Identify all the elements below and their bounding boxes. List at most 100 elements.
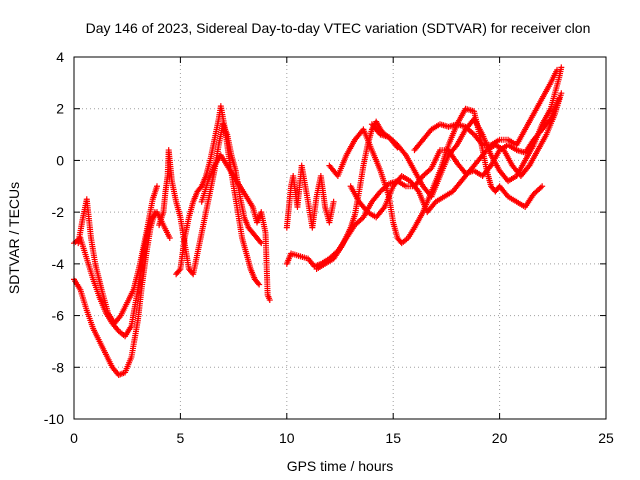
data-point-trail [506, 194, 518, 204]
data-point-trail [258, 211, 269, 234]
data-point-trail [523, 192, 536, 209]
data-point-trail [506, 137, 518, 147]
data-point-trail [459, 169, 472, 183]
data-point-trail [143, 198, 156, 234]
data-point-trail [91, 327, 102, 343]
y-axis-label: SDTVAR / TECUs [6, 182, 22, 294]
data-point-trail [122, 355, 134, 374]
data-point-trail [387, 135, 400, 147]
data-point-trail [356, 164, 367, 193]
data-point-trail [519, 164, 532, 178]
data-point-trail [439, 147, 450, 154]
data-point-trail [523, 112, 536, 131]
data-point-trail [169, 180, 179, 203]
data-point-trail [110, 321, 121, 333]
data-point-trail [506, 173, 518, 184]
data-point [539, 183, 546, 190]
data-point-trail [339, 226, 353, 247]
data-point-trail [190, 190, 200, 204]
data-point-trail [374, 120, 383, 131]
data-point-trail [84, 309, 96, 330]
data-point-trail [412, 169, 426, 188]
data-point-trail [540, 107, 553, 126]
data-point-trail [472, 133, 485, 147]
data-point-trail [92, 262, 105, 291]
data-point-trail [395, 143, 408, 157]
data-point-trail [535, 133, 549, 152]
data-point-trail [123, 324, 134, 338]
data-point-trail [498, 136, 509, 143]
data-point-trail [434, 194, 446, 204]
data-point-trail [239, 236, 249, 255]
data-point-trail [262, 231, 271, 296]
data-point-trail [429, 174, 443, 198]
data-point-trail [313, 261, 323, 269]
data-point-trail [323, 256, 335, 266]
data-point-trail [425, 200, 438, 214]
y-tick-label: 2 [56, 101, 64, 117]
data-point-trail [405, 183, 416, 190]
data-point [330, 198, 337, 205]
data-point-trail [235, 211, 245, 239]
y-tick-label: 4 [56, 49, 64, 65]
series-arc-5 [173, 103, 263, 288]
data-point-trail [454, 107, 468, 126]
data-point-trail [131, 262, 143, 291]
data-point-trail [531, 97, 545, 116]
series-arc-3 [75, 183, 160, 327]
data-point-trail [442, 189, 455, 199]
data-point-trail [238, 185, 249, 198]
data-point-trail [463, 125, 476, 137]
data-point-trail [395, 236, 404, 245]
data-point [166, 235, 173, 241]
data-point-trail [370, 189, 383, 204]
x-tick-label: 5 [177, 430, 185, 446]
data-point-trail [177, 237, 188, 270]
data-point-trail [78, 288, 90, 312]
data-point-trail [406, 226, 417, 240]
data-point-trail [378, 169, 392, 198]
data-point [554, 66, 561, 73]
data-point-trail [160, 190, 169, 214]
data-point-trail [299, 164, 311, 203]
data-point-trail [429, 148, 443, 170]
data-point-trail [117, 370, 127, 378]
data-point-trail [218, 153, 230, 167]
data-point-trail [527, 148, 540, 167]
series-arc-1 [71, 209, 173, 340]
data-point-trail [252, 277, 262, 287]
data-point-trail [118, 301, 130, 317]
data-point-trail [357, 200, 370, 214]
data-point-trail [103, 353, 115, 369]
data-point-trail [174, 267, 183, 276]
data-point-trail [476, 148, 489, 162]
data-point-trail [315, 261, 327, 271]
data-point-trail [248, 267, 258, 281]
data-point-trail [135, 247, 147, 291]
data-point [558, 64, 565, 71]
x-tick-label: 25 [598, 430, 614, 446]
data-point-trail [514, 128, 528, 147]
data-point-trail [225, 164, 236, 178]
data-point-trail [125, 288, 136, 304]
data-point-trail [318, 175, 328, 208]
data-point-trail [250, 231, 259, 240]
data-point-trail [552, 92, 564, 115]
data-point-trail [186, 200, 196, 219]
data-point-trail [88, 237, 98, 265]
data-point-trail [128, 288, 141, 327]
data-point-trail [309, 195, 320, 229]
data-point-trail [243, 252, 254, 271]
data-point-trail [84, 198, 94, 239]
data-point-trail [156, 210, 166, 227]
data-point-trail [284, 206, 292, 229]
data-point-trail [446, 143, 459, 157]
series-arc-4 [156, 121, 265, 278]
data-points [71, 64, 565, 379]
x-tick-label: 0 [70, 430, 78, 446]
data-point-trail [472, 117, 485, 136]
data-point-trail [493, 184, 502, 194]
chart-title: Day 146 of 2023, Sidereal Day-to-day VTE… [86, 20, 591, 36]
data-point-trail [412, 138, 425, 152]
